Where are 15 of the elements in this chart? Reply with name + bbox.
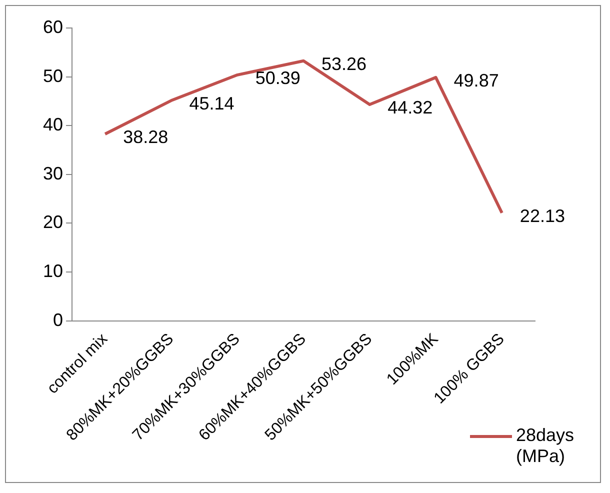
y-tick-label: 40: [42, 114, 64, 135]
data-label: 49.87: [454, 70, 499, 90]
data-label: 53.26: [322, 54, 367, 74]
y-tick-label: 60: [42, 16, 64, 37]
data-label: 45.14: [189, 94, 234, 114]
y-tick-label: 0: [53, 310, 64, 330]
y-tick-label: 50: [42, 66, 64, 86]
legend-label: 28days(MPa): [516, 425, 576, 467]
y-tick-label: 30: [42, 163, 64, 184]
data-label: 38.28: [123, 126, 168, 147]
data-label: 22.13: [520, 206, 565, 226]
y-tick-label: 20: [42, 212, 64, 232]
data-label: 44.32: [388, 98, 433, 118]
y-tick-label: 10: [42, 261, 64, 282]
data-label: 50.39: [255, 68, 300, 88]
